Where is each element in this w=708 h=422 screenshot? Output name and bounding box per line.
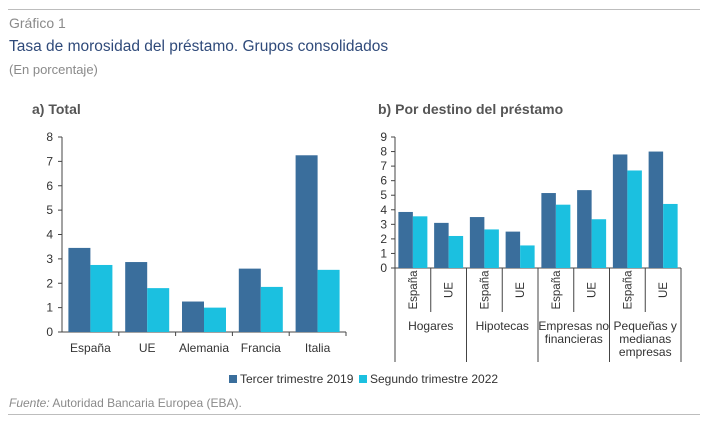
panel-a-bar bbox=[260, 286, 283, 332]
figure-title: Tasa de morosidad del préstamo. Grupos c… bbox=[9, 38, 389, 55]
panel-b-category-label: UE bbox=[658, 282, 670, 298]
panel-b-y-tick-label: 8 bbox=[380, 145, 387, 159]
panel-a-bar bbox=[204, 307, 226, 332]
legend-label: Segundo trimestre 2022 bbox=[370, 372, 498, 386]
panel-b-bar bbox=[591, 219, 607, 268]
panel-a-bar bbox=[182, 301, 204, 332]
panel-a-bar bbox=[68, 247, 91, 332]
panel-a-title: a) Total bbox=[32, 101, 81, 117]
panel-b-bar bbox=[412, 216, 428, 268]
panel-b-bar bbox=[541, 193, 556, 268]
panel-b-bar bbox=[520, 245, 535, 268]
panel-b-category-label: España bbox=[622, 270, 634, 310]
panel-b-category-label: España bbox=[551, 270, 563, 310]
panel-b-y-tick-label: 5 bbox=[380, 188, 387, 202]
panel-a-bar bbox=[147, 288, 170, 332]
panel-b-y-tick-label: 3 bbox=[380, 217, 387, 231]
panel-b-group-label: Hipotecas bbox=[476, 319, 529, 333]
panel-a-category-label: Francia bbox=[241, 341, 281, 355]
bottom-rule bbox=[8, 414, 700, 415]
panel-a-bar bbox=[125, 262, 148, 332]
panel-b-y-tick-label: 7 bbox=[380, 159, 387, 173]
panel-b-title: b) Por destino del préstamo bbox=[378, 101, 563, 117]
legend-label: Tercer trimestre 2019 bbox=[240, 372, 354, 386]
panel-b-bar bbox=[663, 203, 678, 268]
top-rule bbox=[8, 9, 700, 10]
panel-b-bar bbox=[434, 222, 449, 268]
panel-a-y-tick-label: 4 bbox=[46, 228, 53, 242]
panel-b-category-label: UE bbox=[587, 282, 599, 298]
panel-b-y-tick-label: 2 bbox=[380, 232, 387, 246]
panel-b-bar bbox=[505, 231, 521, 268]
panel-a-y-tick-label: 6 bbox=[46, 179, 53, 193]
panel-b-bar bbox=[648, 151, 664, 268]
panel-b-group-label: Empresas no bbox=[538, 319, 609, 333]
panel-b-y-tick-label: 6 bbox=[380, 174, 387, 188]
panel-a-y-tick-label: 1 bbox=[46, 301, 53, 315]
panel-b-category-label: España bbox=[408, 270, 420, 310]
panel-b-bar bbox=[469, 217, 485, 268]
panel-a-category-label: Alemania bbox=[179, 341, 229, 355]
panel-b-category-label: España bbox=[479, 270, 491, 310]
figure-subtitle: (En porcentaje) bbox=[9, 62, 98, 77]
panel-a-y-tick-label: 5 bbox=[46, 203, 53, 217]
panel-b-bar bbox=[577, 190, 592, 268]
source-label: Fuente: bbox=[9, 396, 50, 410]
panel-a-y-tick-label: 0 bbox=[46, 325, 53, 339]
panel-a-y-tick-label: 8 bbox=[46, 130, 53, 144]
source-note: Fuente: Autoridad Bancaria Europea (EBA)… bbox=[9, 396, 242, 410]
panel-b-bar bbox=[627, 170, 642, 268]
panel-b-y-tick-label: 0 bbox=[380, 261, 387, 275]
panel-b-bar bbox=[484, 229, 499, 268]
panel-b-y-tick-label: 9 bbox=[380, 130, 387, 144]
source-text: Autoridad Bancaria Europea (EBA). bbox=[52, 396, 242, 410]
panel-b-category-label: UE bbox=[515, 282, 527, 298]
panel-b-group-label: financieras bbox=[545, 332, 603, 346]
panel-a-bar bbox=[295, 155, 318, 332]
panel-a-bar bbox=[317, 269, 340, 332]
panel-b-group-label: empresas bbox=[619, 345, 672, 359]
panel-a-bar bbox=[90, 264, 113, 332]
panel-b-y-tick-label: 4 bbox=[380, 203, 387, 217]
panel-a-category-label: Italia bbox=[305, 341, 331, 355]
panel-b-group-label: Pequeñas y bbox=[614, 319, 677, 333]
figure-label: Gráfico 1 bbox=[9, 15, 66, 31]
panel-a-category-label: España bbox=[70, 341, 111, 355]
panel-b-group-label: medianas bbox=[619, 332, 671, 346]
panel-a-y-tick-label: 2 bbox=[46, 276, 53, 290]
panel-a-y-tick-label: 3 bbox=[46, 252, 53, 266]
legend-swatch bbox=[229, 375, 237, 383]
legend-swatch bbox=[359, 375, 367, 383]
panel-b-y-tick-label: 1 bbox=[380, 246, 387, 260]
panel-b-bar bbox=[555, 204, 571, 268]
panel-a-y-tick-label: 7 bbox=[46, 154, 53, 168]
panel-b-category-label: UE bbox=[444, 282, 456, 298]
panel-b-bar bbox=[612, 154, 628, 268]
panel-b-group-label: Hogares bbox=[408, 319, 453, 333]
panel-b-bar bbox=[448, 235, 464, 268]
panel-b-bar bbox=[398, 211, 413, 268]
panel-a-category-label: UE bbox=[139, 341, 156, 355]
panel-a-bar bbox=[238, 268, 261, 332]
